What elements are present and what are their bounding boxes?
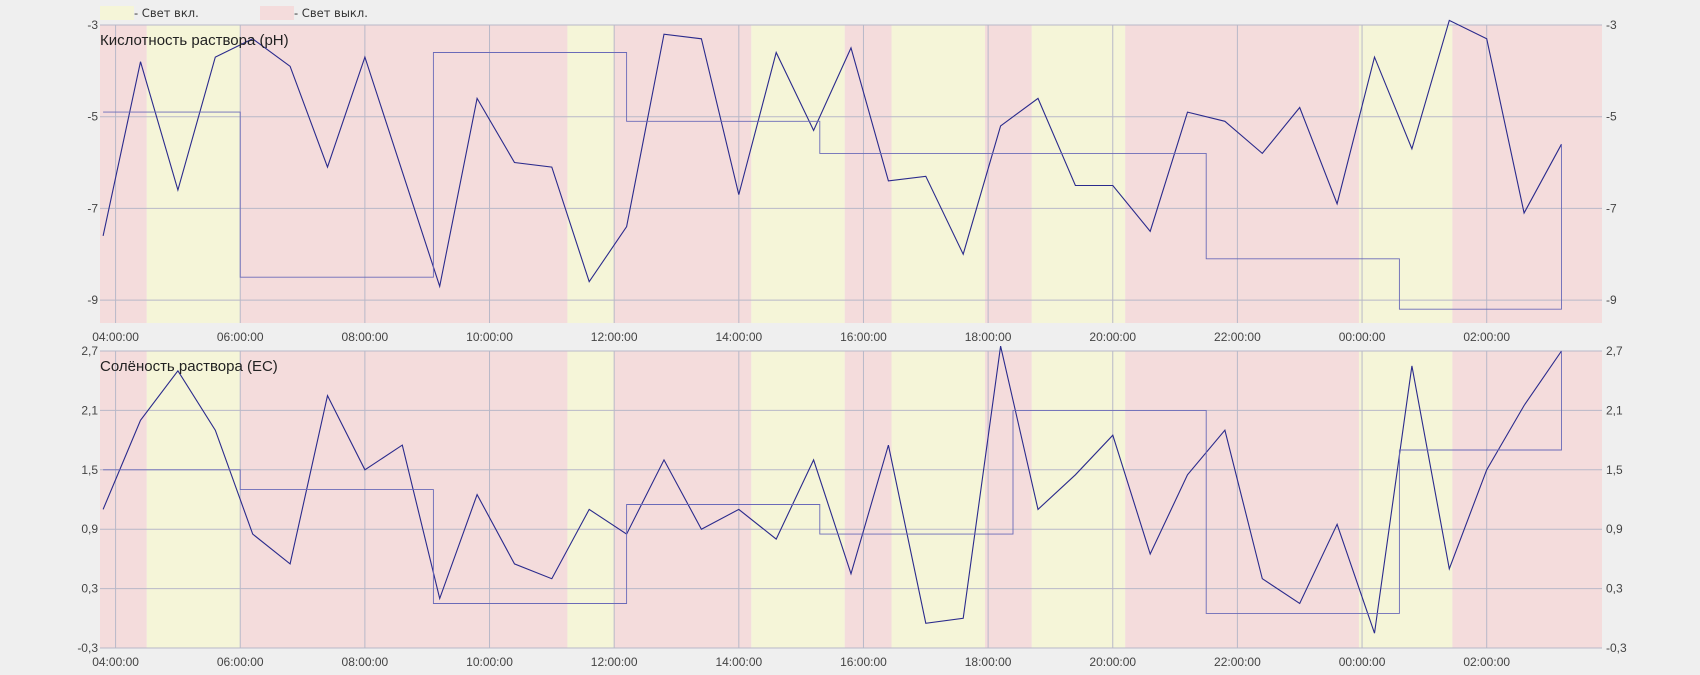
chart1-light-band-on-7 (891, 25, 985, 323)
chart1-y-tick-label-right: -7 (1606, 201, 1617, 215)
chart1-x-tick-label: 22:00:00 (1214, 330, 1261, 344)
chart2-y-tick-label-right: -0,3 (1606, 641, 1627, 655)
legend-swatch-light-on (100, 6, 134, 20)
chart1-light-band-on-5 (751, 25, 845, 323)
chart2-y-tick-label-left: 0,9 (81, 522, 98, 536)
chart1-light-band-off-12 (1452, 25, 1602, 323)
chart2-y-tick-label-left: 2,7 (81, 344, 98, 358)
chart2-x-tick-label: 08:00:00 (342, 655, 389, 669)
chart2-x-tick-label: 04:00:00 (92, 655, 139, 669)
chart1-light-band-on-1 (146, 25, 241, 323)
chart1-y-tick-label-right: -9 (1606, 293, 1617, 307)
chart2-x-tick-label: 16:00:00 (840, 655, 887, 669)
chart1-light-band-off-0 (100, 25, 147, 323)
chart2-y-tick-label-right: 2,1 (1606, 403, 1623, 417)
chart1-title: Кислотность раствора (pH) (100, 32, 289, 49)
chart2-y-tick-label-left: 2,1 (81, 403, 98, 417)
chart2-light-band-on-11 (1358, 351, 1453, 648)
chart1-light-band-off-10 (1125, 25, 1359, 323)
chart1-y-tick-label-right: -5 (1606, 110, 1617, 124)
chart1-y-tick-label-left: -3 (87, 18, 98, 32)
chart2-light-band-on-5 (751, 351, 845, 648)
chart2-y-tick-label-right: 2,7 (1606, 344, 1623, 358)
chart1-y-tick-label-left: -9 (87, 293, 98, 307)
chart2-light-band-on-7 (891, 351, 985, 648)
chart2-series-setpoint (103, 351, 1562, 614)
chart1-y-tick-label-right: -3 (1606, 18, 1617, 32)
chart2-title: Солёность раствора (EC) (100, 358, 278, 375)
chart2-x-tick-label: 22:00:00 (1214, 655, 1261, 669)
chart1-light-band-off-6 (844, 25, 892, 323)
chart2-light-band-off-8 (984, 351, 1032, 648)
chart2-light-band-on-1 (146, 351, 241, 648)
chart2-light-band-off-6 (844, 351, 892, 648)
chart1-light-band-on-9 (1031, 25, 1126, 323)
chart2-y-tick-label-right: 0,9 (1606, 522, 1623, 536)
chart1-x-tick-label: 14:00:00 (715, 330, 762, 344)
chart1-x-tick-label: 10:00:00 (466, 330, 513, 344)
chart2-series-measured (102, 345, 1562, 634)
chart2-light-band-off-12 (1452, 351, 1602, 648)
chart1-series-measured (102, 19, 1562, 289)
chart2-y-tick-label-right: 1,5 (1606, 463, 1623, 477)
legend-label-light-off: - Свет выкл. (294, 6, 368, 20)
legend-swatch-light-off (260, 6, 294, 20)
chart2-x-tick-label: 06:00:00 (217, 655, 264, 669)
chart1-x-tick-label: 18:00:00 (965, 330, 1012, 344)
chart2-x-tick-label: 12:00:00 (591, 655, 638, 669)
chart2-x-tick-label: 00:00:00 (1339, 655, 1386, 669)
chart1-x-tick-label: 02:00:00 (1463, 330, 1510, 344)
chart2-light-band-on-3 (567, 351, 615, 648)
chart1-series-setpoint (103, 52, 1562, 310)
chart1-light-band-off-2 (240, 25, 568, 323)
legend-label-light-on: - Свет вкл. (134, 6, 199, 20)
chart2-light-band-off-4 (614, 351, 752, 648)
chart1-x-tick-label: 06:00:00 (217, 330, 264, 344)
chart1-y-tick-label-left: -5 (87, 110, 98, 124)
chart2-x-tick-label: 10:00:00 (466, 655, 513, 669)
chart1-x-tick-label: 12:00:00 (591, 330, 638, 344)
chart1-light-band-on-11 (1358, 25, 1453, 323)
chart1-x-tick-label: 04:00:00 (92, 330, 139, 344)
chart2-x-tick-label: 02:00:00 (1463, 655, 1510, 669)
chart2-y-tick-label-left: 0,3 (81, 582, 98, 596)
chart1-y-tick-label-left: -7 (87, 201, 98, 215)
chart2-x-tick-label: 14:00:00 (715, 655, 762, 669)
chart1-x-tick-label: 20:00:00 (1089, 330, 1136, 344)
chart2-x-tick-label: 20:00:00 (1089, 655, 1136, 669)
chart1-light-band-off-4 (614, 25, 752, 323)
chart2-y-tick-label-left: 1,5 (81, 463, 98, 477)
chart1-x-tick-label: 00:00:00 (1339, 330, 1386, 344)
chart1-x-tick-label: 08:00:00 (342, 330, 389, 344)
chart2-y-tick-label-left: -0,3 (77, 641, 98, 655)
chart2-y-tick-label-right: 0,3 (1606, 582, 1623, 596)
chart2-x-tick-label: 18:00:00 (965, 655, 1012, 669)
chart2-light-band-on-9 (1031, 351, 1126, 648)
chart2-light-band-off-2 (240, 351, 568, 648)
chart1-x-tick-label: 16:00:00 (840, 330, 887, 344)
chart1-light-band-on-3 (567, 25, 615, 323)
chart1-light-band-off-8 (984, 25, 1032, 323)
